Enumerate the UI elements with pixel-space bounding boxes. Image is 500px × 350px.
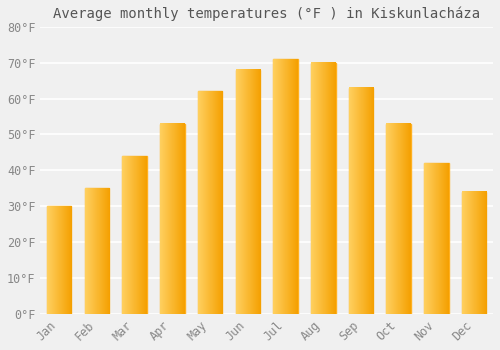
Bar [198,91,222,314]
Bar [311,63,336,314]
Bar [462,192,486,314]
Bar [274,59,298,314]
Bar [122,156,147,314]
Bar [47,206,72,314]
Bar [386,124,411,314]
Bar [236,70,260,314]
Bar [424,163,448,314]
Bar [84,188,109,314]
Title: Average monthly temperatures (°F ) in Kiskunlacháza: Average monthly temperatures (°F ) in Ki… [53,7,480,21]
Bar [348,88,374,314]
Bar [160,124,184,314]
